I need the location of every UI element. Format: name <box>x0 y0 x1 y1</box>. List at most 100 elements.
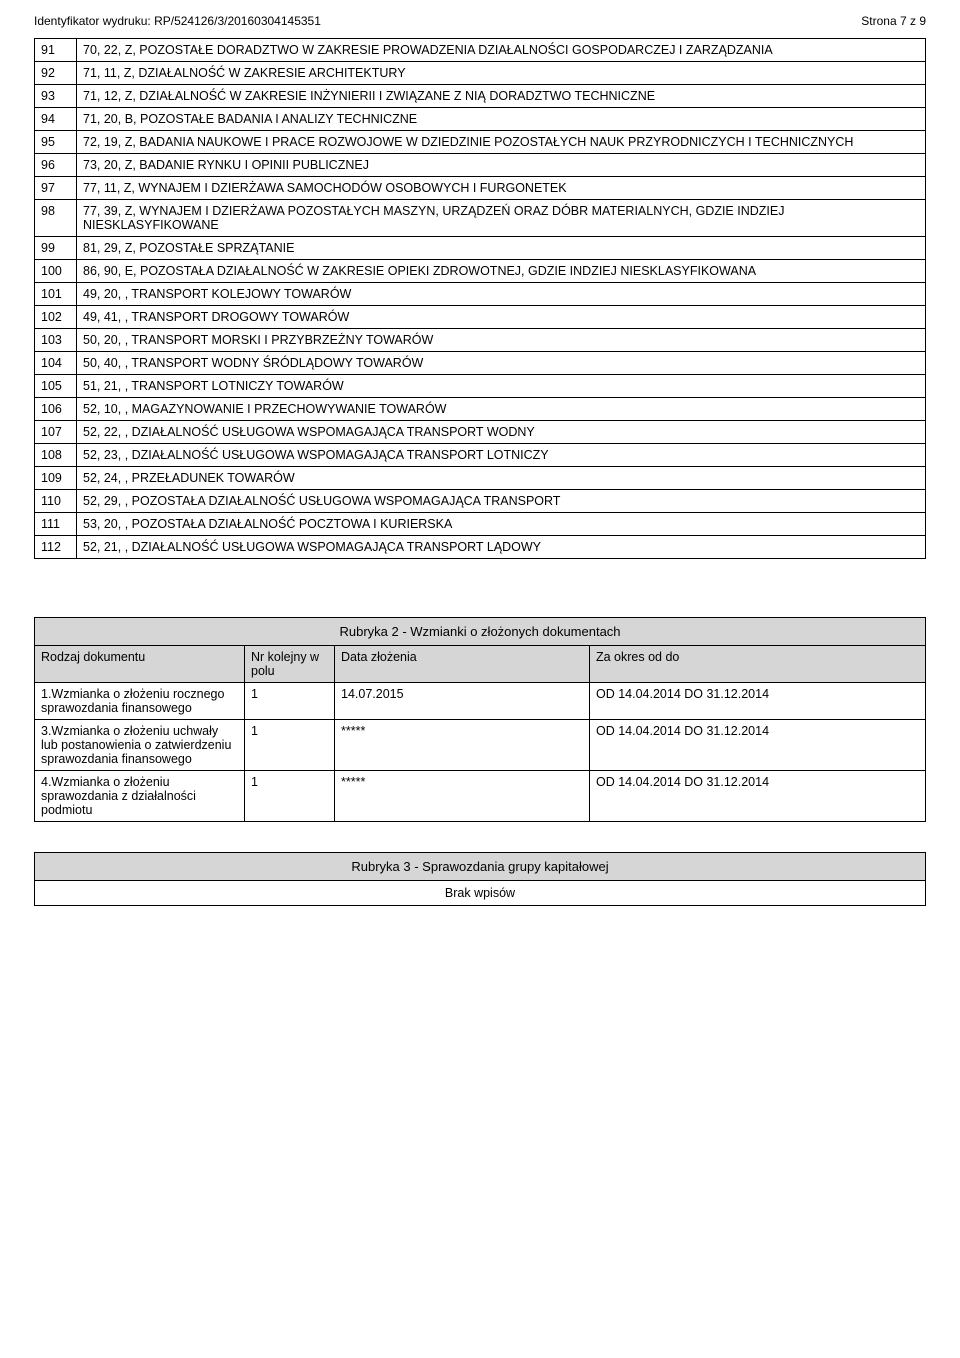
spacer <box>34 822 926 852</box>
table-row: 10450, 40, , TRANSPORT WODNY ŚRÓDLĄDOWY … <box>35 352 926 375</box>
row-text: 70, 22, Z, POZOSTAŁE DORADZTWO W ZAKRESI… <box>77 39 926 62</box>
row-text: 77, 39, Z, WYNAJEM I DZIERŻAWA POZOSTAŁY… <box>77 200 926 237</box>
rubryka3-table: Rubryka 3 - Sprawozdania grupy kapitałow… <box>34 852 926 906</box>
table-row: 9170, 22, Z, POZOSTAŁE DORADZTWO W ZAKRE… <box>35 39 926 62</box>
print-id: Identyfikator wydruku: RP/524126/3/20160… <box>34 14 321 28</box>
row-number: 104 <box>35 352 77 375</box>
rubryka2-hdr-c3: Data złożenia <box>335 646 590 683</box>
doc-cell: 1 <box>245 771 335 822</box>
row-number: 105 <box>35 375 77 398</box>
doc-cell: ***** <box>335 771 590 822</box>
page-number: Strona 7 z 9 <box>861 14 926 28</box>
row-text: 77, 11, Z, WYNAJEM I DZIERŻAWA SAMOCHODÓ… <box>77 177 926 200</box>
row-number: 112 <box>35 536 77 559</box>
row-text: 81, 29, Z, POZOSTAŁE SPRZĄTANIE <box>77 237 926 260</box>
row-text: 73, 20, Z, BADANIE RYNKU I OPINII PUBLIC… <box>77 154 926 177</box>
rubryka2-title-row: Rubryka 2 - Wzmianki o złożonych dokumen… <box>35 618 926 646</box>
rubryka3-empty-row: Brak wpisów <box>35 881 926 906</box>
table-row: 9471, 20, B, POZOSTAŁE BADANIA I ANALIZY… <box>35 108 926 131</box>
row-text: 49, 20, , TRANSPORT KOLEJOWY TOWARÓW <box>77 283 926 306</box>
doc-cell: 1 <box>245 720 335 771</box>
row-text: 52, 10, , MAGAZYNOWANIE I PRZECHOWYWANIE… <box>77 398 926 421</box>
row-number: 92 <box>35 62 77 85</box>
rubryka3-empty: Brak wpisów <box>35 881 926 906</box>
row-text: 71, 20, B, POZOSTAŁE BADANIA I ANALIZY T… <box>77 108 926 131</box>
row-text: 49, 41, , TRANSPORT DROGOWY TOWARÓW <box>77 306 926 329</box>
row-text: 72, 19, Z, BADANIA NAUKOWE I PRACE ROZWO… <box>77 131 926 154</box>
row-number: 111 <box>35 513 77 536</box>
activities-table: 9170, 22, Z, POZOSTAŁE DORADZTWO W ZAKRE… <box>34 38 926 559</box>
table-row: 9271, 11, Z, DZIAŁALNOŚĆ W ZAKRESIE ARCH… <box>35 62 926 85</box>
row-number: 99 <box>35 237 77 260</box>
doc-cell: OD 14.04.2014 DO 31.12.2014 <box>590 683 926 720</box>
table-row: 10149, 20, , TRANSPORT KOLEJOWY TOWARÓW <box>35 283 926 306</box>
table-row: 9981, 29, Z, POZOSTAŁE SPRZĄTANIE <box>35 237 926 260</box>
rubryka2-title: Rubryka 2 - Wzmianki o złożonych dokumen… <box>35 618 926 646</box>
rubryka2-hdr-c1: Rodzaj dokumentu <box>35 646 245 683</box>
row-text: 52, 23, , DZIAŁALNOŚĆ USŁUGOWA WSPOMAGAJ… <box>77 444 926 467</box>
row-text: 50, 40, , TRANSPORT WODNY ŚRÓDLĄDOWY TOW… <box>77 352 926 375</box>
page: Identyfikator wydruku: RP/524126/3/20160… <box>0 0 960 930</box>
table-row: 10350, 20, , TRANSPORT MORSKI I PRZYBRZE… <box>35 329 926 352</box>
doc-cell: ***** <box>335 720 590 771</box>
row-text: 52, 21, , DZIAŁALNOŚĆ USŁUGOWA WSPOMAGAJ… <box>77 536 926 559</box>
table-row: 10652, 10, , MAGAZYNOWANIE I PRZECHOWYWA… <box>35 398 926 421</box>
row-number: 98 <box>35 200 77 237</box>
rubryka2-table: Rubryka 2 - Wzmianki o złożonych dokumen… <box>34 617 926 822</box>
row-number: 103 <box>35 329 77 352</box>
print-id-value: RP/524126/3/20160304145351 <box>154 14 321 28</box>
row-number: 93 <box>35 85 77 108</box>
rubryka2-header-row: Rodzaj dokumentu Nr kolejny w polu Data … <box>35 646 926 683</box>
rubryka3-title-row: Rubryka 3 - Sprawozdania grupy kapitałow… <box>35 853 926 881</box>
row-text: 71, 12, Z, DZIAŁALNOŚĆ W ZAKRESIE INŻYNI… <box>77 85 926 108</box>
table-row: 9371, 12, Z, DZIAŁALNOŚĆ W ZAKRESIE INŻY… <box>35 85 926 108</box>
row-number: 96 <box>35 154 77 177</box>
table-row: 1.Wzmianka o złożeniu rocznego sprawozda… <box>35 683 926 720</box>
row-number: 97 <box>35 177 77 200</box>
doc-cell: 1 <box>245 683 335 720</box>
rubryka2-hdr-c4: Za okres od do <box>590 646 926 683</box>
row-number: 110 <box>35 490 77 513</box>
row-number: 106 <box>35 398 77 421</box>
row-text: 50, 20, , TRANSPORT MORSKI I PRZYBRZEŻNY… <box>77 329 926 352</box>
row-text: 71, 11, Z, DZIAŁALNOŚĆ W ZAKRESIE ARCHIT… <box>77 62 926 85</box>
table-row: 9777, 11, Z, WYNAJEM I DZIERŻAWA SAMOCHO… <box>35 177 926 200</box>
row-number: 91 <box>35 39 77 62</box>
row-text: 51, 21, , TRANSPORT LOTNICZY TOWARÓW <box>77 375 926 398</box>
table-row: 10752, 22, , DZIAŁALNOŚĆ USŁUGOWA WSPOMA… <box>35 421 926 444</box>
doc-cell: 1.Wzmianka o złożeniu rocznego sprawozda… <box>35 683 245 720</box>
table-row: 9877, 39, Z, WYNAJEM I DZIERŻAWA POZOSTA… <box>35 200 926 237</box>
doc-cell: OD 14.04.2014 DO 31.12.2014 <box>590 720 926 771</box>
row-number: 109 <box>35 467 77 490</box>
print-id-label: Identyfikator wydruku: <box>34 14 151 28</box>
row-text: 86, 90, E, POZOSTAŁA DZIAŁALNOŚĆ W ZAKRE… <box>77 260 926 283</box>
table-row: 10852, 23, , DZIAŁALNOŚĆ USŁUGOWA WSPOMA… <box>35 444 926 467</box>
row-number: 100 <box>35 260 77 283</box>
row-number: 107 <box>35 421 77 444</box>
table-row: 10952, 24, , PRZEŁADUNEK TOWARÓW <box>35 467 926 490</box>
table-row: 9572, 19, Z, BADANIA NAUKOWE I PRACE ROZ… <box>35 131 926 154</box>
table-row: 10551, 21, , TRANSPORT LOTNICZY TOWARÓW <box>35 375 926 398</box>
doc-cell: 3.Wzmianka o złożeniu uchwały lub postan… <box>35 720 245 771</box>
row-text: 52, 22, , DZIAŁALNOŚĆ USŁUGOWA WSPOMAGAJ… <box>77 421 926 444</box>
row-number: 102 <box>35 306 77 329</box>
row-number: 95 <box>35 131 77 154</box>
table-row: 4.Wzmianka o złożeniu sprawozdania z dzi… <box>35 771 926 822</box>
row-text: 53, 20, , POZOSTAŁA DZIAŁALNOŚĆ POCZTOWA… <box>77 513 926 536</box>
spacer <box>34 559 926 617</box>
rubryka2-hdr-c2: Nr kolejny w polu <box>245 646 335 683</box>
doc-cell: OD 14.04.2014 DO 31.12.2014 <box>590 771 926 822</box>
table-row: 11252, 21, , DZIAŁALNOŚĆ USŁUGOWA WSPOMA… <box>35 536 926 559</box>
page-header: Identyfikator wydruku: RP/524126/3/20160… <box>34 14 926 28</box>
row-text: 52, 24, , PRZEŁADUNEK TOWARÓW <box>77 467 926 490</box>
table-row: 11052, 29, , POZOSTAŁA DZIAŁALNOŚĆ USŁUG… <box>35 490 926 513</box>
row-text: 52, 29, , POZOSTAŁA DZIAŁALNOŚĆ USŁUGOWA… <box>77 490 926 513</box>
table-row: 9673, 20, Z, BADANIE RYNKU I OPINII PUBL… <box>35 154 926 177</box>
row-number: 94 <box>35 108 77 131</box>
row-number: 101 <box>35 283 77 306</box>
row-number: 108 <box>35 444 77 467</box>
table-row: 11153, 20, , POZOSTAŁA DZIAŁALNOŚĆ POCZT… <box>35 513 926 536</box>
doc-cell: 14.07.2015 <box>335 683 590 720</box>
table-row: 10086, 90, E, POZOSTAŁA DZIAŁALNOŚĆ W ZA… <box>35 260 926 283</box>
doc-cell: 4.Wzmianka o złożeniu sprawozdania z dzi… <box>35 771 245 822</box>
